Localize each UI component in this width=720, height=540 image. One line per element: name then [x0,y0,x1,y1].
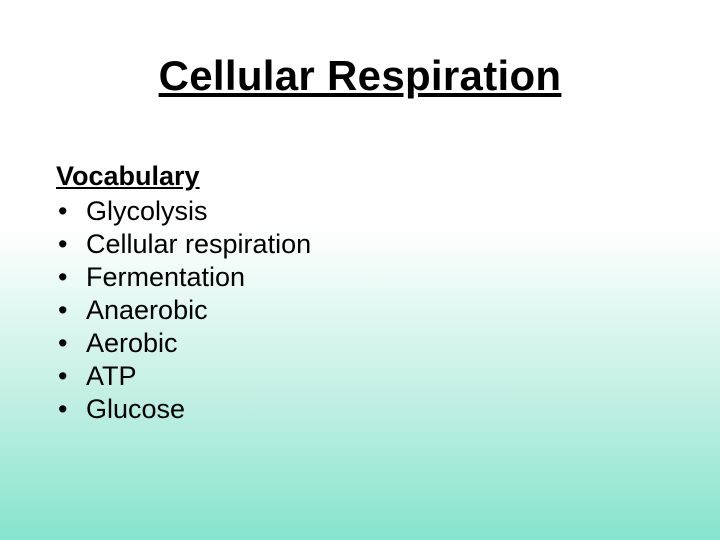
slide-title: Cellular Respiration [0,0,720,100]
vocabulary-heading: Vocabulary [56,160,311,193]
vocab-term: Glycolysis [86,196,208,226]
slide: Cellular Respiration Vocabulary • Glycol… [0,0,720,540]
list-item: • Aerobic [56,327,311,360]
bullet-icon: • [58,261,67,294]
bullet-icon: • [58,294,67,327]
bullet-icon: • [58,327,67,360]
vocab-term: Anaerobic [86,295,208,325]
bullet-icon: • [58,360,67,393]
list-item: • Glycolysis [56,195,311,228]
bullet-icon: • [58,393,67,426]
vocab-term: Glucose [86,394,185,424]
list-item: • Cellular respiration [56,228,311,261]
vocab-term: ATP [86,361,137,391]
slide-body: Vocabulary • Glycolysis • Cellular respi… [56,160,311,426]
bullet-icon: • [58,195,67,228]
list-item: • ATP [56,360,311,393]
list-item: • Glucose [56,393,311,426]
vocab-term: Fermentation [86,262,245,292]
list-item: • Fermentation [56,261,311,294]
vocab-term: Aerobic [86,328,178,358]
list-item: • Anaerobic [56,294,311,327]
vocab-term: Cellular respiration [86,229,311,259]
bullet-icon: • [58,228,67,261]
